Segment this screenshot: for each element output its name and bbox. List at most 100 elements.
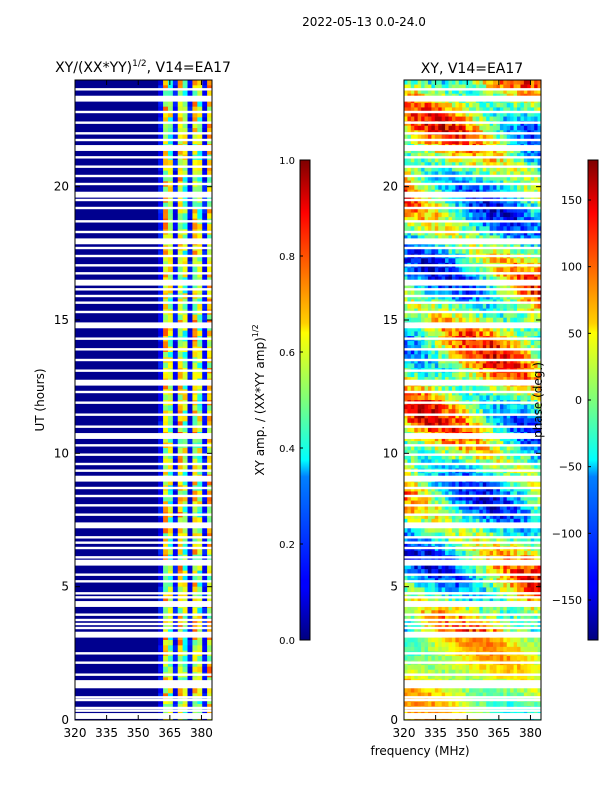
amplitude-cell <box>197 421 203 427</box>
phase-cell <box>451 377 456 383</box>
phase-cell <box>537 418 541 424</box>
phase-cell <box>417 89 422 95</box>
phase-cell <box>431 89 436 95</box>
flagged-gap <box>75 592 212 595</box>
phase-cell <box>503 148 508 154</box>
amplitude-cell <box>202 160 208 166</box>
phase-cell <box>431 349 436 355</box>
phase-cell <box>472 413 477 419</box>
phase-cell <box>407 427 412 433</box>
phase-cell <box>424 230 429 236</box>
phase-cell <box>407 162 412 168</box>
phase-cell <box>499 208 504 213</box>
phase-cell <box>417 139 422 145</box>
phase-cell <box>414 304 418 309</box>
phase-cell <box>469 390 473 396</box>
phase-cell <box>458 249 463 255</box>
amplitude-cell <box>192 464 198 470</box>
phase-cell <box>517 363 521 369</box>
phase-cell <box>438 454 442 460</box>
phase-cell <box>496 249 501 255</box>
phase-cell <box>534 276 538 282</box>
flagged-gap <box>75 444 212 447</box>
phase-cell <box>530 294 535 300</box>
phase-cell <box>517 436 521 442</box>
phase-cell <box>510 176 514 181</box>
phase-cell <box>489 436 494 442</box>
phase-cell <box>427 258 432 264</box>
phase-cell <box>414 345 418 351</box>
phase-cell <box>469 326 473 332</box>
amplitude-cell <box>182 304 188 310</box>
phase-cell <box>417 331 422 337</box>
phase-cell <box>455 390 460 396</box>
amplitude-cell <box>182 128 188 134</box>
phase-cell <box>465 326 470 332</box>
phase-cell <box>458 112 463 117</box>
phase-cell <box>404 153 408 159</box>
phase-cell <box>486 290 490 296</box>
phase-cell <box>475 258 480 264</box>
phase-cell <box>503 84 508 90</box>
phase-cell <box>475 454 480 460</box>
phase-cell <box>404 276 408 282</box>
phase-cell <box>475 116 480 122</box>
amplitude-cell <box>163 160 169 166</box>
phase-cell <box>527 116 532 122</box>
phase-cell <box>537 436 541 442</box>
phase-cell <box>458 313 463 319</box>
phase-cell <box>493 445 497 451</box>
flagged-gap <box>75 682 212 689</box>
amplitude-cell <box>197 213 203 219</box>
amplitude-cell <box>182 384 188 390</box>
phase-cell <box>414 125 418 131</box>
phase-cell <box>434 331 439 337</box>
phase-cell <box>421 89 425 95</box>
phase-cell <box>489 107 494 113</box>
phase-cell <box>472 221 477 227</box>
phase-cell <box>486 276 490 282</box>
amplitude-cell <box>192 314 198 321</box>
phase-cell <box>520 290 525 296</box>
phase-cell <box>523 473 528 479</box>
phase-cell <box>448 354 453 360</box>
phase-cell <box>465 217 470 223</box>
phase-cell <box>496 418 501 424</box>
phase-cell <box>462 390 466 396</box>
phase-cell <box>482 354 487 360</box>
phase-cell <box>503 212 508 218</box>
phase-cell <box>530 317 535 323</box>
amplitude-cell <box>202 266 208 273</box>
amplitude-cell <box>192 352 198 358</box>
phase-cell <box>510 208 514 213</box>
phase-cell <box>486 185 490 191</box>
phase-cell <box>462 276 466 282</box>
amplitude-cell <box>202 496 208 502</box>
phase-cell <box>465 422 470 428</box>
amplitude-cell <box>172 304 179 310</box>
phase-cell <box>499 89 504 95</box>
phase-cell <box>421 208 425 213</box>
phase-cell <box>475 107 480 113</box>
phase-cell <box>510 349 514 355</box>
phase-cell <box>445 326 449 332</box>
phase-cell <box>486 450 490 456</box>
phase-cell <box>499 267 504 273</box>
phase-cell <box>404 107 408 113</box>
amplitude-cell <box>197 490 203 497</box>
phase-cell <box>496 212 501 218</box>
phase-cell <box>404 482 408 488</box>
phase-cell <box>462 418 466 424</box>
phase-cell <box>479 153 484 159</box>
amplitude-cell <box>197 586 203 593</box>
amplitude-cell <box>202 176 208 182</box>
phase-cell <box>482 290 487 296</box>
phase-cell <box>462 404 466 410</box>
phase-cell <box>441 290 446 296</box>
phase-cell <box>530 340 535 346</box>
amplitude-cell <box>158 394 164 401</box>
amplitude-cell <box>167 613 174 619</box>
flagged-gap <box>75 174 212 178</box>
phase-cell <box>434 203 439 209</box>
phase-cell <box>438 436 442 442</box>
